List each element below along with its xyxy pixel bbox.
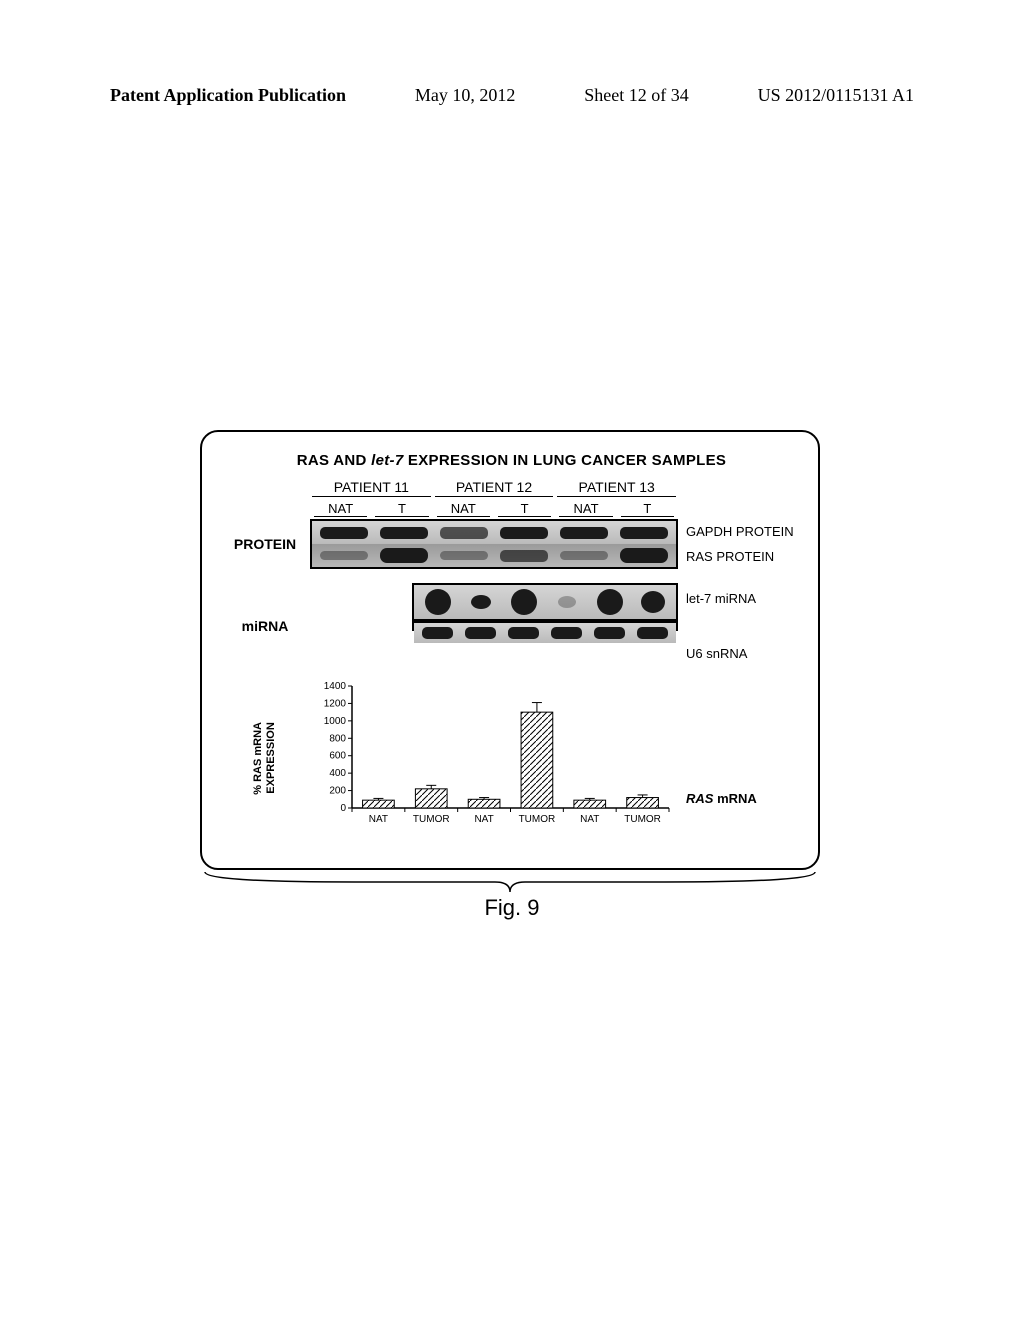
svg-text:200: 200	[329, 786, 346, 797]
figure-bracket-icon	[200, 872, 820, 892]
svg-text:NAT: NAT	[369, 814, 388, 825]
blot	[425, 589, 451, 615]
band	[560, 551, 608, 560]
svg-text:NAT: NAT	[580, 814, 599, 825]
u6-row	[414, 623, 676, 643]
blot	[597, 589, 623, 615]
band	[620, 548, 668, 563]
lane-headers: NAT T NAT T NAT T	[310, 501, 678, 517]
band	[620, 527, 668, 539]
band	[440, 551, 488, 560]
lane-header: NAT	[437, 501, 490, 517]
chart-y-label: % RAS mRNA EXPRESSION	[252, 722, 278, 795]
ras-mrna-label: RAS mRNA	[678, 791, 803, 836]
ras-protein-label: RAS PROTEIN	[686, 549, 803, 564]
protein-gel	[310, 519, 678, 569]
svg-text:TUMOR: TUMOR	[624, 814, 661, 825]
row-label-protein: PROTEIN	[220, 536, 310, 552]
band	[320, 551, 368, 560]
u6-gel	[412, 621, 678, 631]
band	[465, 627, 496, 639]
bar-chart-area: % RAS mRNA EXPRESSION 0 200 400 600 800 1000 1…	[220, 681, 803, 836]
svg-text:800: 800	[329, 733, 346, 744]
protein-side-labels: GAPDH PROTEIN RAS PROTEIN	[678, 519, 803, 569]
gapdh-row	[312, 521, 676, 544]
band	[500, 527, 548, 539]
u6-label: U6 snRNA	[686, 646, 803, 661]
figure-number: Fig. 9	[0, 895, 1024, 921]
gapdh-label: GAPDH PROTEIN	[686, 524, 803, 539]
document-number: US 2012/0115131 A1	[758, 85, 914, 106]
patient-header: PATIENT 11	[312, 479, 431, 497]
row-label-mirna: miRNA	[220, 618, 310, 634]
mirna-side-labels: let-7 miRNA U6 snRNA	[678, 583, 803, 669]
let7-gel	[412, 583, 678, 621]
svg-text:600: 600	[329, 751, 346, 762]
blot	[641, 591, 665, 613]
svg-text:TUMOR: TUMOR	[519, 814, 556, 825]
ras-row	[312, 544, 676, 567]
let7-label: let-7 miRNA	[686, 591, 803, 606]
patient-headers: PATIENT 11 PATIENT 12 PATIENT 13	[310, 479, 678, 497]
bar-chart-svg: 0 200 400 600 800 1000 1200 1400 NAT TUMOR NAT TUMO…	[310, 681, 678, 836]
band	[422, 627, 453, 639]
lane-header: NAT	[559, 501, 612, 517]
lane-header: T	[498, 501, 551, 517]
blot	[471, 595, 491, 609]
let7-row	[414, 585, 676, 619]
svg-text:1200: 1200	[324, 698, 347, 709]
band	[637, 627, 668, 639]
svg-text:0: 0	[340, 803, 346, 814]
band	[551, 627, 582, 639]
band	[380, 548, 428, 563]
publication-date: May 10, 2012	[415, 85, 516, 106]
svg-text:1400: 1400	[324, 681, 347, 692]
band	[440, 527, 488, 539]
figure-panel: RAS AND let-7 EXPRESSION IN LUNG CANCER …	[200, 430, 820, 870]
band	[500, 550, 548, 562]
svg-text:1000: 1000	[324, 716, 347, 727]
patient-header: PATIENT 13	[557, 479, 676, 497]
publication-label: Patent Application Publication	[110, 85, 346, 106]
lane-header: T	[621, 501, 674, 517]
lane-header: T	[375, 501, 428, 517]
figure-title: RAS AND let-7 EXPRESSION IN LUNG CANCER …	[220, 452, 803, 469]
sheet-number: Sheet 12 of 34	[584, 85, 688, 106]
svg-text:NAT: NAT	[474, 814, 493, 825]
band	[594, 627, 625, 639]
blot	[558, 596, 576, 608]
gel-lanes-grid: PATIENT 11 PATIENT 12 PATIENT 13 NAT T N…	[220, 479, 803, 669]
band	[380, 527, 428, 539]
band	[508, 627, 539, 639]
svg-text:TUMOR: TUMOR	[413, 814, 450, 825]
patient-header: PATIENT 12	[435, 479, 554, 497]
band	[560, 527, 608, 539]
page-header: Patent Application Publication May 10, 2…	[0, 85, 1024, 106]
svg-text:400: 400	[329, 768, 346, 779]
lane-header: NAT	[314, 501, 367, 517]
band	[320, 527, 368, 539]
blot	[511, 589, 537, 615]
